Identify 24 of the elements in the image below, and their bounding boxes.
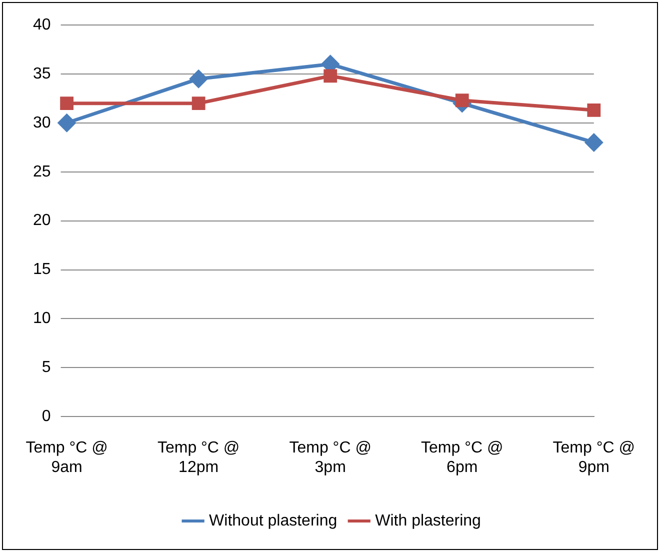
point (455, 94, 469, 108)
y-tick-label: 5 (42, 359, 51, 376)
legend-label: Without plastering (209, 512, 338, 530)
y-tick-label: 40 (33, 16, 51, 34)
y-tick-label: 15 (33, 261, 51, 278)
point (190, 70, 208, 88)
point (192, 96, 206, 110)
point (587, 103, 601, 117)
point (585, 134, 603, 152)
y-tick-label: 10 (33, 310, 51, 328)
y-tick-label: 20 (33, 212, 51, 230)
y-tick-label: 25 (33, 163, 51, 180)
x-tick-label: Temp °C @ 12pm (157, 440, 240, 476)
x-tick-label: Temp °C @ 3pm (289, 440, 372, 476)
point (60, 96, 74, 110)
y-tick-label: 35 (33, 65, 51, 82)
point (58, 114, 76, 132)
x-tick-label: Temp °C @ 6pm (421, 440, 504, 476)
x-tick-label: Temp °C @ 9pm (552, 440, 636, 476)
point (324, 69, 338, 83)
y-tick-label: 0 (42, 408, 51, 426)
legend-label: With plastering (375, 512, 481, 530)
y-tick-label: 30 (33, 114, 51, 132)
x-tick-label: Temp °C @ 9am (26, 440, 108, 476)
